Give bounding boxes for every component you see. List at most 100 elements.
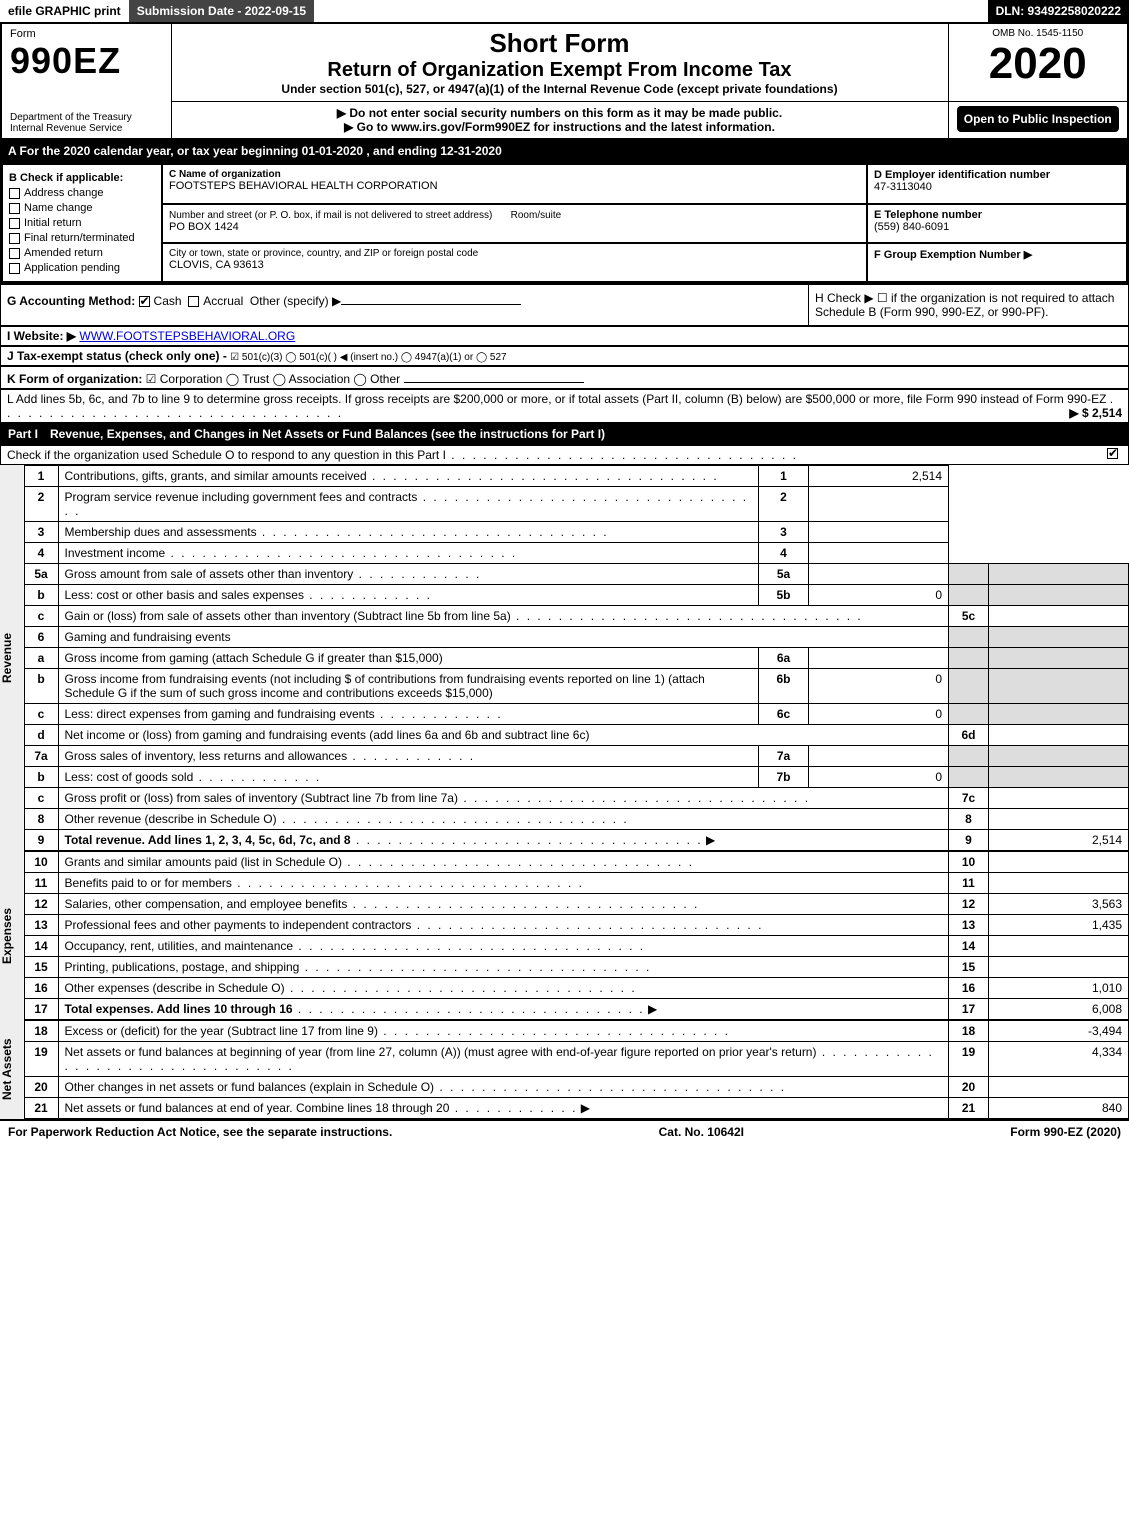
irs-label: Internal Revenue Service — [10, 123, 163, 134]
box-c-name: C Name of organization FOOTSTEPS BEHAVIO… — [162, 164, 867, 204]
expenses-vlabel: Expenses — [0, 851, 24, 1020]
j-options[interactable]: ☑ 501(c)(3) ◯ 501(c)( ) ◀ (insert no.) ◯… — [230, 352, 506, 363]
line-15: 15Printing, publications, postage, and s… — [24, 957, 1129, 978]
h-text: H Check ▶ ☐ if the organization is not r… — [815, 291, 1114, 319]
l-text: L Add lines 5b, 6c, and 7b to line 9 to … — [7, 392, 1106, 406]
cb-accrual[interactable] — [188, 296, 199, 307]
part-1-header: Part I Revenue, Expenses, and Changes in… — [0, 423, 1129, 445]
netassets-table: 18Excess or (deficit) for the year (Subt… — [24, 1020, 1129, 1119]
topbar-spacer — [314, 0, 987, 22]
title-under: Under section 501(c), 527, or 4947(a)(1)… — [180, 82, 940, 96]
cb-final-return[interactable]: Final return/terminated — [9, 232, 155, 244]
k-options[interactable]: ☑ Corporation ◯ Trust ◯ Association ◯ Ot… — [146, 372, 400, 386]
line-6d: dNet income or (loss) from gaming and fu… — [24, 725, 1129, 746]
line-13: 13Professional fees and other payments t… — [24, 915, 1129, 936]
line-9: 9Total revenue. Add lines 1, 2, 3, 4, 5c… — [24, 830, 1129, 851]
form-number: 990EZ — [10, 40, 163, 82]
e-phone-value: (559) 840-6091 — [874, 221, 1120, 233]
k-other-blank[interactable] — [404, 369, 584, 383]
line-5a: 5aGross amount from sale of assets other… — [24, 564, 1129, 585]
line-8: 8Other revenue (describe in Schedule O)8 — [24, 809, 1129, 830]
l-amount: ▶ $ 2,514 — [1069, 406, 1122, 420]
omb-number: OMB No. 1545-1150 — [957, 28, 1120, 39]
e-phone-label: E Telephone number — [874, 209, 1120, 221]
g-accrual: Accrual — [203, 294, 243, 308]
website-link[interactable]: WWW.FOOTSTEPSBEHAVIORAL.ORG — [79, 329, 295, 343]
dept-treasury: Department of the Treasury — [10, 112, 163, 123]
cb-cash[interactable] — [139, 296, 150, 307]
org-name: FOOTSTEPS BEHAVIORAL HEALTH CORPORATION — [169, 180, 860, 192]
cb-schedule-o[interactable] — [1107, 448, 1118, 459]
i-label: I Website: ▶ — [7, 329, 76, 343]
box-e: E Telephone number (559) 840-6091 — [867, 204, 1127, 244]
f-group-label: F Group Exemption Number ▶ — [874, 249, 1032, 261]
footer-form: Form 990-EZ (2020) — [1010, 1125, 1121, 1139]
line-6: 6Gaming and fundraising events — [24, 627, 1129, 648]
box-f: F Group Exemption Number ▶ — [867, 243, 1127, 282]
line-20: 20Other changes in net assets or fund ba… — [24, 1077, 1129, 1098]
part-1-title: Revenue, Expenses, and Changes in Net As… — [50, 427, 605, 441]
c-city-label: City or town, state or province, country… — [169, 248, 860, 259]
info-grid: B Check if applicable: Address change Na… — [0, 162, 1129, 284]
page-footer: For Paperwork Reduction Act Notice, see … — [0, 1119, 1129, 1143]
g-label: G Accounting Method: — [7, 294, 135, 308]
revenue-vlabel: Revenue — [0, 465, 24, 851]
line-7b: bLess: cost of goods sold7b0 — [24, 767, 1129, 788]
footer-left: For Paperwork Reduction Act Notice, see … — [8, 1125, 392, 1139]
title-main: Return of Organization Exempt From Incom… — [180, 59, 940, 82]
box-c-city: City or town, state or province, country… — [162, 243, 867, 282]
cb-application-pending[interactable]: Application pending — [9, 262, 155, 274]
cb-amended-return[interactable]: Amended return — [9, 247, 155, 259]
submission-date: Submission Date - 2022-09-15 — [129, 0, 314, 22]
line-18: 18Excess or (deficit) for the year (Subt… — [24, 1021, 1129, 1042]
line-6b: bGross income from fundraising events (n… — [24, 669, 1129, 704]
cb-address-change[interactable]: Address change — [9, 187, 155, 199]
line-h: H Check ▶ ☐ if the organization is not r… — [808, 285, 1128, 325]
top-bar: efile GRAPHIC print Submission Date - 20… — [0, 0, 1129, 22]
cb-initial-return[interactable]: Initial return — [9, 217, 155, 229]
line-7c: cGross profit or (loss) from sales of in… — [24, 788, 1129, 809]
part-1-label: Part I — [8, 427, 50, 441]
revenue-table: 1Contributions, gifts, grants, and simil… — [24, 465, 1129, 851]
line-j: J Tax-exempt status (check only one) - ☑… — [0, 346, 1129, 366]
line-12: 12Salaries, other compensation, and empl… — [24, 894, 1129, 915]
netassets-vlabel: Net Assets — [0, 1020, 24, 1119]
expenses-table: 10Grants and similar amounts paid (list … — [24, 851, 1129, 1020]
box-b-title: B Check if applicable: — [9, 172, 155, 184]
box-c-street: Number and street (or P. O. box, if mail… — [162, 204, 867, 244]
line-17: 17Total expenses. Add lines 10 through 1… — [24, 999, 1129, 1020]
form-label: Form — [10, 28, 163, 40]
k-label: K Form of organization: — [7, 372, 142, 386]
line-4: 4Investment income4 — [24, 543, 1129, 564]
c-name-label: C Name of organization — [169, 169, 860, 180]
line-a-period: A For the 2020 calendar year, or tax yea… — [0, 140, 1129, 162]
c-room-label: Room/suite — [511, 210, 562, 221]
open-to-public: Open to Public Inspection — [957, 106, 1120, 132]
goto-link[interactable]: ▶ Go to www.irs.gov/Form990EZ for instru… — [180, 120, 940, 134]
check-o-text: Check if the organization used Schedule … — [7, 448, 1107, 462]
line-19: 19Net assets or fund balances at beginni… — [24, 1042, 1129, 1077]
cb-name-change[interactable]: Name change — [9, 202, 155, 214]
g-cash: Cash — [154, 294, 182, 308]
line-k: K Form of organization: ☑ Corporation ◯ … — [0, 366, 1129, 389]
d-ein-label: D Employer identification number — [874, 169, 1120, 181]
line-l: L Add lines 5b, 6c, and 7b to line 9 to … — [0, 389, 1129, 423]
line-6a: aGross income from gaming (attach Schedu… — [24, 648, 1129, 669]
box-b: B Check if applicable: Address change Na… — [2, 164, 162, 282]
d-ein-value: 47-3113040 — [874, 181, 1120, 193]
line-7a: 7aGross sales of inventory, less returns… — [24, 746, 1129, 767]
form-header: Form 990EZ Department of the Treasury In… — [0, 22, 1129, 140]
line-16: 16Other expenses (describe in Schedule O… — [24, 978, 1129, 999]
city-value: CLOVIS, CA 93613 — [169, 259, 860, 271]
efile-print-label[interactable]: efile GRAPHIC print — [0, 0, 129, 22]
tax-year: 2020 — [957, 39, 1120, 89]
part-1-check-o: Check if the organization used Schedule … — [0, 445, 1129, 465]
line-5c: cGain or (loss) from sale of assets othe… — [24, 606, 1129, 627]
j-label: J Tax-exempt status (check only one) - — [7, 349, 230, 363]
line-21: 21Net assets or fund balances at end of … — [24, 1098, 1129, 1119]
line-14: 14Occupancy, rent, utilities, and mainte… — [24, 936, 1129, 957]
line-6c: cLess: direct expenses from gaming and f… — [24, 704, 1129, 725]
box-d: D Employer identification number 47-3113… — [867, 164, 1127, 204]
g-other-blank[interactable] — [341, 291, 521, 305]
line-3: 3Membership dues and assessments3 — [24, 522, 1129, 543]
